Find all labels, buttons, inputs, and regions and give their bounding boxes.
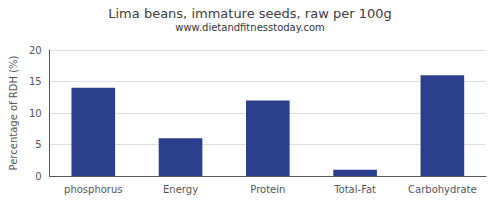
svg-text:phosphorus: phosphorus [64,184,122,195]
svg-text:Energy: Energy [163,184,198,195]
svg-text:Total-Fat: Total-Fat [333,184,376,195]
svg-text:15: 15 [29,76,42,87]
svg-text:Carbohydrate: Carbohydrate [408,184,477,195]
svg-text:0: 0 [35,171,41,182]
svg-text:5: 5 [35,139,41,150]
svg-text:10: 10 [29,108,42,119]
svg-text:Percentage of RDH (%): Percentage of RDH (%) [8,55,19,170]
svg-text:Lima beans, immature seeds, ra: Lima beans, immature seeds, raw per 100g [108,6,391,21]
svg-text:Protein: Protein [250,184,285,195]
svg-text:20: 20 [29,45,42,56]
svg-text:www.dietandfitnesstoday.com: www.dietandfitnesstoday.com [175,22,324,33]
